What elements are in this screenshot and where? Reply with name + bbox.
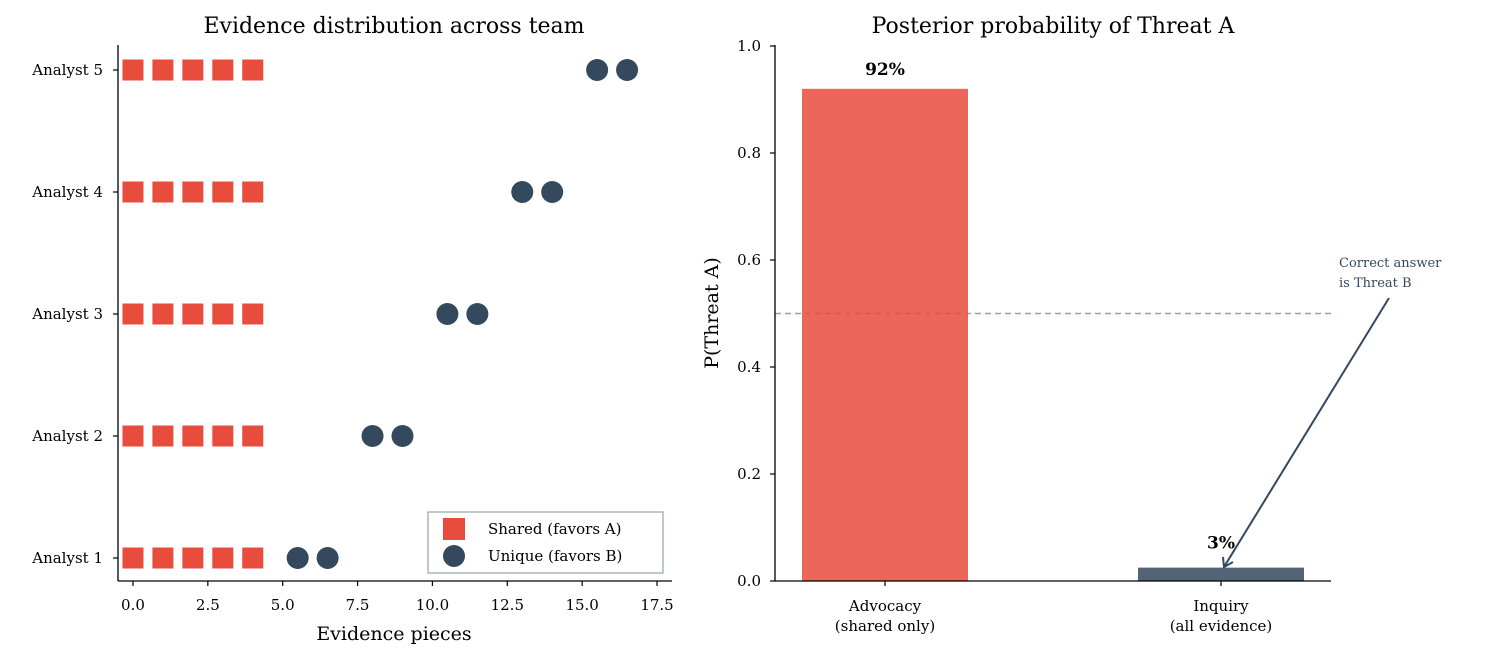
left-chart-title: Evidence distribution across team <box>203 14 584 39</box>
right-x-tick-label-advocacy-0: Advocacy <box>848 597 922 615</box>
left-x-tick-label: 10.0 <box>416 596 449 614</box>
point-shared-analyst-4 <box>122 181 144 203</box>
annotation-line-1: Correct answer <box>1339 256 1442 271</box>
annotation-arrow-head <box>1222 556 1234 569</box>
point-unique-analyst-5 <box>616 59 639 81</box>
left-x-tick-label: 12.5 <box>491 596 524 614</box>
legend-marker-shared <box>443 518 465 540</box>
point-unique-analyst-1 <box>316 547 339 569</box>
point-unique-analyst-5 <box>586 59 609 81</box>
point-shared-analyst-4 <box>212 181 234 203</box>
point-unique-analyst-3 <box>436 303 459 325</box>
legend-label-shared: Shared (favors A) <box>488 520 621 538</box>
point-shared-analyst-2 <box>212 425 234 447</box>
left-panel-evidence-distribution: Evidence distribution across team Analys… <box>31 14 673 645</box>
right-y-tick-label: 0.6 <box>737 251 761 269</box>
point-shared-analyst-5 <box>242 59 264 81</box>
point-shared-analyst-5 <box>212 59 234 81</box>
point-unique-analyst-3 <box>466 303 489 325</box>
annotation-arrow-line <box>1223 297 1390 568</box>
right-y-tick-label: 0.8 <box>737 144 761 162</box>
left-y-tick-label-analyst-3: Analyst 3 <box>31 305 103 323</box>
data-label-advocacy: 92% <box>865 60 905 80</box>
left-x-tick-label: 0.0 <box>121 596 145 614</box>
point-shared-analyst-5 <box>182 59 204 81</box>
left-y-tick-label-analyst-5: Analyst 5 <box>31 61 103 79</box>
right-y-axis: 0.0 0.2 0.4 0.6 0.8 1.0 <box>737 37 775 590</box>
bar-inquiry <box>1138 567 1304 581</box>
point-shared-analyst-1 <box>242 547 264 569</box>
right-panel-posterior: Posterior probability of Threat A 0.0 0.2… <box>701 14 1442 635</box>
point-shared-analyst-1 <box>152 547 174 569</box>
legend-frame <box>427 511 664 574</box>
left-y-tick-label-analyst-1: Analyst 1 <box>31 549 103 567</box>
point-shared-analyst-5 <box>152 59 174 81</box>
left-x-tick-label: 15.0 <box>565 596 598 614</box>
left-x-axis-label: Evidence pieces <box>316 623 471 645</box>
point-shared-analyst-3 <box>182 303 204 325</box>
point-unique-analyst-4 <box>541 181 564 203</box>
right-y-tick-label: 0.2 <box>737 465 761 483</box>
left-y-tick-label-analyst-2: Analyst 2 <box>31 427 103 445</box>
point-shared-analyst-2 <box>122 425 144 447</box>
right-bars: 92% 3% <box>802 60 1304 582</box>
point-shared-analyst-3 <box>122 303 144 325</box>
left-x-tick-label: 2.5 <box>196 596 220 614</box>
point-shared-analyst-2 <box>242 425 264 447</box>
legend: Shared (favors A) Unique (favors B) <box>427 511 664 574</box>
point-shared-analyst-4 <box>182 181 204 203</box>
point-shared-analyst-1 <box>212 547 234 569</box>
point-shared-analyst-3 <box>212 303 234 325</box>
point-shared-analyst-4 <box>242 181 264 203</box>
right-y-tick-label: 0.0 <box>737 572 761 590</box>
left-x-tick-label: 17.5 <box>640 596 673 614</box>
point-unique-analyst-4 <box>511 181 534 203</box>
point-shared-analyst-4 <box>152 181 174 203</box>
annotation-correct-answer: Correct answer is Threat B <box>1222 256 1442 569</box>
point-shared-analyst-5 <box>122 59 144 81</box>
legend-label-unique: Unique (favors B) <box>488 547 622 565</box>
left-plot-markers <box>122 59 639 569</box>
right-y-axis-label: P(Threat A) <box>701 257 723 369</box>
right-y-tick-label: 1.0 <box>737 37 761 55</box>
left-y-axis: Analyst 1 Analyst 2 Analyst 3 Analyst 4 Anal… <box>31 61 118 567</box>
right-y-tick-label: 0.4 <box>737 358 761 376</box>
point-shared-analyst-3 <box>152 303 174 325</box>
legend-marker-unique <box>443 545 465 567</box>
data-label-inquiry: 3% <box>1207 534 1235 554</box>
point-shared-analyst-2 <box>152 425 174 447</box>
left-x-tick-label: 5.0 <box>271 596 295 614</box>
right-x-tick-label-inquiry-0: Inquiry <box>1193 597 1249 615</box>
point-unique-analyst-1 <box>286 547 309 569</box>
bar-advocacy <box>802 88 968 582</box>
point-shared-analyst-1 <box>182 547 204 569</box>
left-x-tick-label: 7.5 <box>346 596 370 614</box>
point-shared-analyst-2 <box>182 425 204 447</box>
left-x-axis: 0.0 2.5 5.0 7.5 10.0 12.5 15.0 17.5 <box>121 581 674 614</box>
right-x-axis: Advocacy (shared only) Inquiry (all evidenc… <box>835 581 1272 635</box>
left-y-tick-label-analyst-4: Analyst 4 <box>31 183 103 201</box>
point-shared-analyst-1 <box>122 547 144 569</box>
right-x-tick-label-advocacy-1: (shared only) <box>835 617 935 635</box>
point-unique-analyst-2 <box>361 425 384 447</box>
right-chart-title: Posterior probability of Threat A <box>872 14 1236 39</box>
annotation-line-2: is Threat B <box>1339 276 1412 291</box>
point-shared-analyst-3 <box>242 303 264 325</box>
right-x-tick-label-inquiry-1: (all evidence) <box>1170 617 1273 635</box>
point-unique-analyst-2 <box>391 425 414 447</box>
